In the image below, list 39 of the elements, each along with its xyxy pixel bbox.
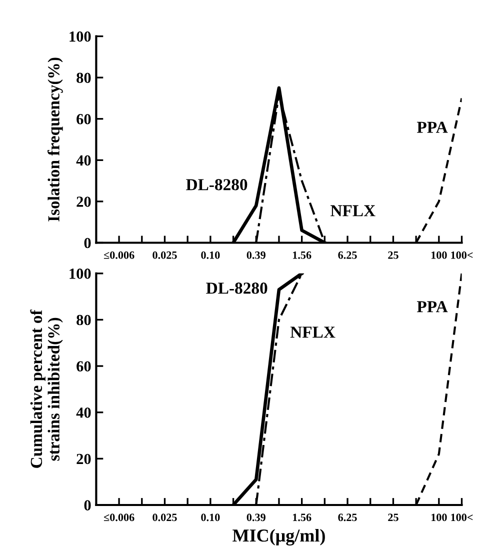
series-label: NFLX xyxy=(290,326,336,338)
x-tick-label: 1.56 xyxy=(292,514,312,522)
x-tick-label: ≤0.006 xyxy=(104,514,134,522)
y-tick-label: 40 xyxy=(76,155,91,166)
y-tick-label: 20 xyxy=(76,454,91,464)
x-axis-title: MIC(μg/ml) xyxy=(232,528,325,546)
x-tick-label: 25 xyxy=(388,251,398,259)
x-tick-label: 100< xyxy=(451,514,473,522)
x-tick-label: 0.39 xyxy=(246,251,266,259)
x-tick-label: 6.25 xyxy=(338,251,357,259)
y-tick-label: 80 xyxy=(76,314,91,326)
y-tick-label: 0 xyxy=(84,500,91,510)
x-tick-label: 0.39 xyxy=(246,514,266,522)
x-tick-label: 1.56 xyxy=(292,251,312,259)
x-tick-label: 100 xyxy=(431,514,447,522)
series-label: DL-8280 xyxy=(186,179,248,190)
x-tick-label: 0.10 xyxy=(201,514,220,522)
y-tick-label: 100 xyxy=(70,268,91,279)
y-tick-label: 60 xyxy=(76,114,91,124)
x-tick-label: 100< xyxy=(451,251,473,259)
y-tick-label: 40 xyxy=(76,408,91,418)
x-tick-label: 6.25 xyxy=(338,514,357,522)
series-label: DL-8280 xyxy=(206,282,268,294)
y-axis-title: Isolation frequency(%) xyxy=(48,58,63,222)
y-tick-label: 60 xyxy=(76,361,91,372)
series-label: NFLX xyxy=(330,205,376,216)
y-tick-label: 80 xyxy=(76,72,91,84)
series-label: PPA xyxy=(416,301,448,312)
x-tick-label: 0.025 xyxy=(152,251,177,259)
x-tick-label: 100 xyxy=(431,251,447,259)
y-tick-label: 20 xyxy=(76,196,91,207)
x-tick-label: ≤0.006 xyxy=(104,251,134,259)
y-tick-label: 0 xyxy=(84,238,91,248)
x-tick-label: 0.025 xyxy=(152,514,177,522)
y-tick-label: 100 xyxy=(70,31,91,42)
x-tick-label: 0.10 xyxy=(201,251,220,259)
y-axis-title: Cumulative percent of strains inhibited(%) xyxy=(30,310,63,468)
x-tick-label: 25 xyxy=(388,514,398,522)
series-label: PPA xyxy=(416,122,448,133)
